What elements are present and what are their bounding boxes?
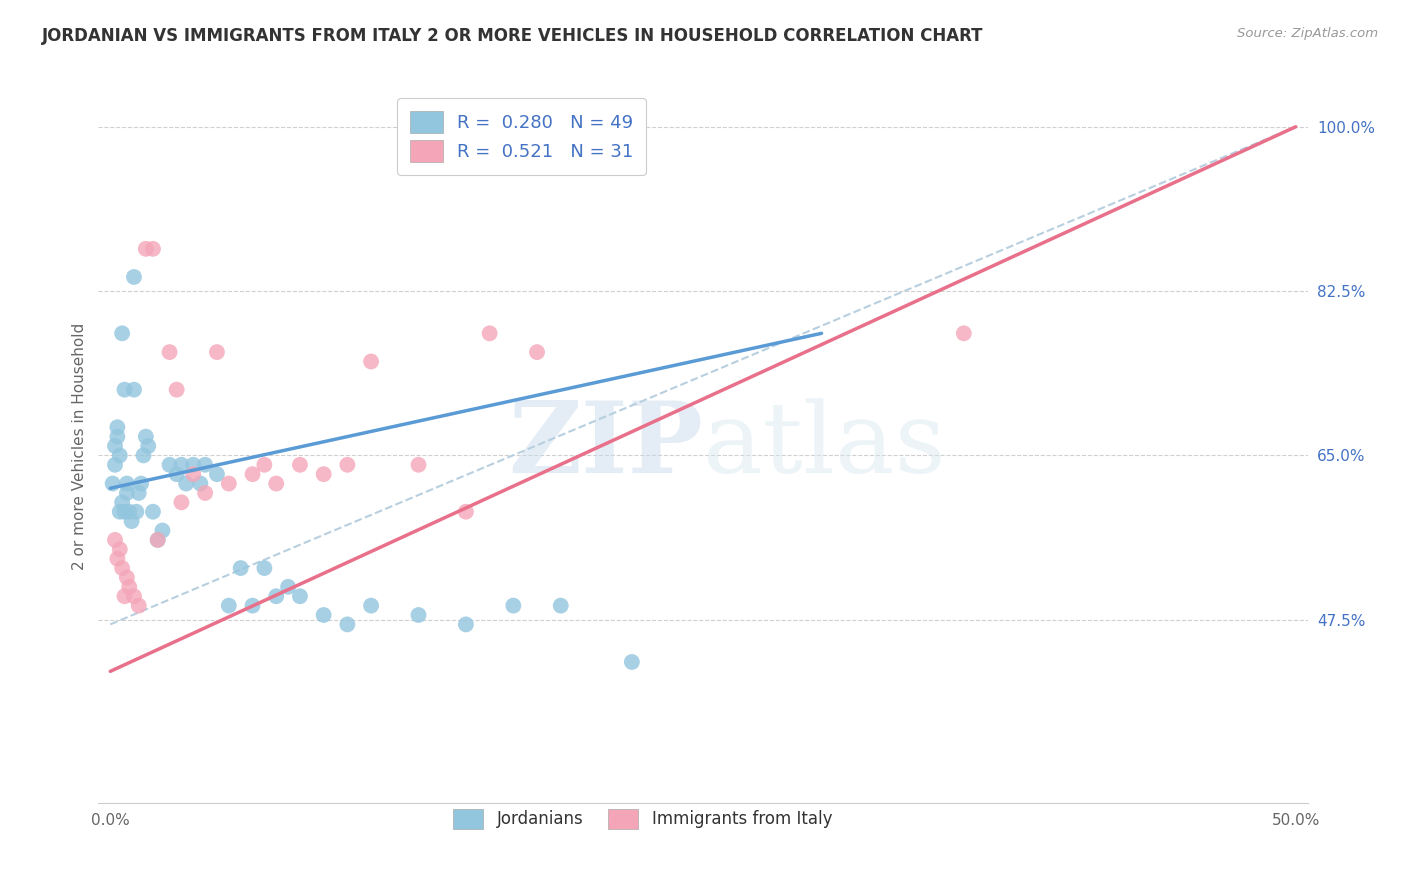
Point [142,242,165,256]
Point [205,467,228,482]
Point [118,580,141,594]
Point [312,607,335,622]
Point [105,420,128,434]
Point [108,542,131,557]
Point [108,505,131,519]
Point [550,599,572,613]
Point [128,599,150,613]
Point [122,589,145,603]
Point [135,242,157,256]
Text: atlas: atlas [703,398,946,494]
Point [108,449,131,463]
Point [166,467,188,482]
Point [205,345,228,359]
Point [502,599,524,613]
Point [181,458,204,472]
Point [194,486,217,500]
Point [264,476,287,491]
Point [952,326,974,341]
Point [454,617,477,632]
Point [114,383,136,397]
Point [115,486,138,500]
Point [174,476,197,491]
Point [152,524,174,538]
Text: JORDANIAN VS IMMIGRANTS FROM ITALY 2 OR MORE VEHICLES IN HOUSEHOLD CORRELATION C: JORDANIAN VS IMMIGRANTS FROM ITALY 2 OR … [42,27,984,45]
Point [122,383,145,397]
Point [146,533,169,547]
Point [170,458,193,472]
Point [360,599,382,613]
Point [620,655,643,669]
Point [142,505,165,519]
Point [132,449,155,463]
Point [105,429,128,443]
Point [125,505,148,519]
Point [101,476,124,491]
Point [135,429,157,443]
Y-axis label: 2 or more Vehicles in Household: 2 or more Vehicles in Household [72,322,87,570]
Point [288,458,311,472]
Point [312,467,335,482]
Point [136,439,159,453]
Text: ZIP: ZIP [508,398,703,494]
Point [128,486,150,500]
Point [277,580,299,594]
Point [336,458,359,472]
Point [408,607,430,622]
Point [194,458,217,472]
Point [170,495,193,509]
Point [111,495,134,509]
Point [104,458,127,472]
Point [146,533,169,547]
Point [242,467,264,482]
Point [181,467,204,482]
Point [166,383,188,397]
Point [159,458,181,472]
Point [360,354,382,368]
Point [114,589,136,603]
Point [111,561,134,575]
Point [264,589,287,603]
Legend: Jordanians, Immigrants from Italy: Jordanians, Immigrants from Italy [444,800,841,838]
Point [111,326,134,341]
Point [114,505,136,519]
Point [104,533,127,547]
Point [454,505,477,519]
Point [115,476,138,491]
Point [218,599,240,613]
Point [242,599,264,613]
Point [121,514,143,528]
Point [190,476,212,491]
Point [229,561,252,575]
Point [408,458,430,472]
Point [218,476,240,491]
Point [336,617,359,632]
Point [253,458,276,472]
Point [115,570,138,584]
Point [118,505,141,519]
Point [478,326,501,341]
Point [104,439,127,453]
Point [129,476,152,491]
Point [105,551,128,566]
Text: Source: ZipAtlas.com: Source: ZipAtlas.com [1237,27,1378,40]
Point [288,589,311,603]
Point [253,561,276,575]
Point [122,270,145,285]
Point [526,345,548,359]
Point [159,345,181,359]
